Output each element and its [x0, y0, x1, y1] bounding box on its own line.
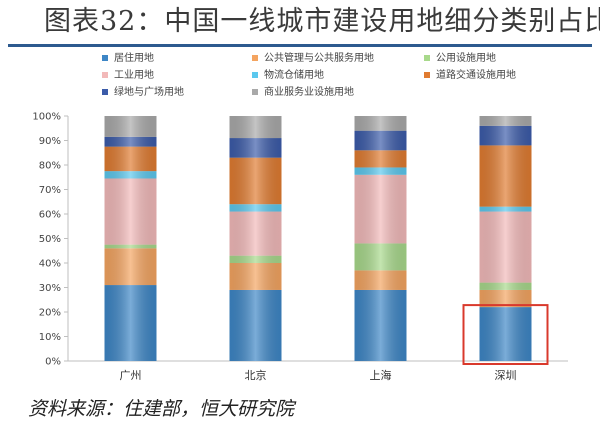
- bar-highlight: [104, 116, 157, 361]
- y-tick-label: 90%: [39, 136, 61, 147]
- legend-item-public-service: 公共管理与公共服务用地: [252, 52, 374, 66]
- y-tick-label: 60%: [39, 210, 61, 221]
- bar-stack: [229, 116, 282, 361]
- bar-highlight: [229, 116, 282, 361]
- legend-label: 公共管理与公共服务用地: [264, 53, 374, 64]
- source-note: 资料来源：住建部，恒大研究院: [28, 398, 295, 420]
- legend-item-logistics: 物流仓储用地: [252, 69, 324, 83]
- x-tick-label: 上海: [370, 368, 392, 382]
- x-tick-label: 深圳: [495, 369, 517, 382]
- y-tick-label: 100%: [32, 112, 61, 123]
- legend-swatch: [252, 55, 258, 61]
- legend-item-green-space: 绿地与广场用地: [102, 86, 184, 100]
- annotations: [462, 304, 549, 366]
- legend-item-commercial: 商业服务业设施用地: [252, 86, 354, 100]
- y-tick-label: 20%: [39, 308, 61, 319]
- legend-item-residential: 居住用地: [102, 52, 154, 66]
- y-tick-label: 50%: [39, 234, 61, 245]
- legend-swatch: [252, 72, 258, 78]
- y-tick-label: 70%: [39, 185, 61, 196]
- x-tick-label: 广州: [120, 369, 142, 382]
- legend-label: 道路交通设施用地: [436, 70, 516, 81]
- y-tick-label: 30%: [39, 283, 61, 294]
- legend-swatch: [424, 55, 430, 61]
- legend-swatch: [102, 89, 108, 95]
- y-tick-label: 80%: [39, 161, 61, 172]
- legend-swatch: [252, 89, 258, 95]
- bars: [104, 116, 532, 361]
- title-underline: [8, 44, 592, 47]
- legend-label: 绿地与广场用地: [114, 87, 184, 98]
- legend-label: 公用设施用地: [436, 53, 496, 64]
- legend-label: 商业服务业设施用地: [264, 87, 354, 98]
- chart-title: 图表32：中国一线城市建设用地细分类别占比: [44, 6, 600, 37]
- legend-item-utilities: 公用设施用地: [424, 52, 496, 66]
- legend-label: 居住用地: [114, 53, 154, 64]
- bar-highlight: [354, 116, 407, 361]
- legend-item-industrial: 工业用地: [102, 69, 154, 83]
- legend-swatch: [424, 72, 430, 78]
- y-tick-label: 0%: [45, 357, 61, 368]
- legend-label: 物流仓储用地: [264, 70, 324, 81]
- legend-swatch: [102, 72, 108, 78]
- x-tick-label: 北京: [245, 368, 267, 382]
- y-tick-label: 40%: [39, 259, 61, 270]
- x-axis: 广州 北京 上海 深圳: [120, 368, 517, 382]
- bar-stack: [104, 116, 157, 361]
- legend-label: 工业用地: [114, 70, 154, 81]
- legend-swatch: [102, 55, 108, 61]
- y-tick-label: 10%: [39, 332, 61, 343]
- highlight-box: [462, 304, 549, 366]
- bar-stack: [479, 116, 532, 361]
- bar-stack: [354, 116, 407, 361]
- bar-highlight: [479, 116, 532, 361]
- legend-item-road-transport: 道路交通设施用地: [424, 69, 516, 83]
